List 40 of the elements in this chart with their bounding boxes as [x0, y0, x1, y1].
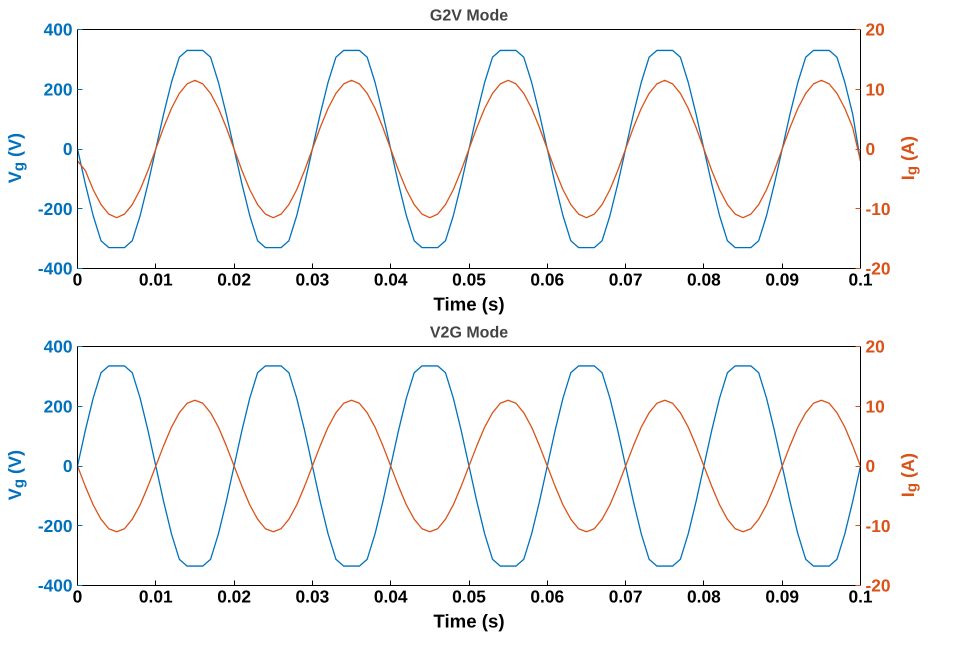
x-tick-label: 0.05 [452, 270, 486, 290]
x-tick-label: 0.02 [217, 586, 251, 606]
x-tick-label: 0.07 [608, 586, 642, 606]
chart-title: V2G Mode [430, 324, 508, 342]
chart-title: G2V Mode [430, 8, 508, 24]
y-tick-label: -400 [38, 576, 73, 596]
x-axis-title: Time (s) [433, 294, 505, 314]
y-tick-label: 200 [44, 79, 73, 100]
y2-tick-label: 0 [866, 139, 876, 159]
x-tick-label: 0.08 [687, 270, 722, 290]
y-tick-label: 0 [62, 139, 73, 159]
y2-tick-label: 20 [866, 336, 885, 356]
y2-tick-label: 20 [866, 20, 885, 40]
y-tick-label: -200 [38, 516, 73, 536]
x-tick-label: 0.03 [296, 270, 330, 290]
x-tick-label: 0.08 [687, 586, 722, 606]
x-tick-label: 0.01 [138, 586, 174, 606]
x-tick-label: 0.05 [452, 586, 486, 606]
x-tick-label: 0.02 [217, 270, 251, 290]
x-tick-label: 0.03 [296, 586, 330, 606]
x-axis-title: Time (s) [433, 610, 505, 632]
y-tick-label: 400 [44, 336, 73, 356]
y-tick-label: -400 [38, 258, 73, 278]
y2-tick-label: 10 [866, 396, 885, 416]
x-tick-label: 0.09 [765, 586, 800, 606]
y-tick-label: -200 [38, 198, 73, 219]
y2-tick-label: -10 [866, 198, 891, 219]
x-tick-label: 0.04 [374, 270, 408, 290]
y-tick-label: 200 [44, 396, 73, 416]
x-tick-label: 0.07 [608, 270, 642, 290]
x-tick-label: 0.04 [374, 586, 408, 606]
y-tick-label: 400 [44, 20, 73, 40]
x-tick-label: 0.01 [138, 270, 174, 290]
x-tick-label: 0.09 [765, 270, 800, 290]
y2-tick-label: 10 [866, 79, 885, 100]
y-tick-label: 0 [62, 456, 73, 476]
y2-tick-label: -10 [866, 516, 891, 536]
y2-tick-label: 0 [866, 456, 876, 476]
x-tick-label: 0.06 [530, 270, 565, 290]
x-tick-label: 0.06 [530, 586, 565, 606]
